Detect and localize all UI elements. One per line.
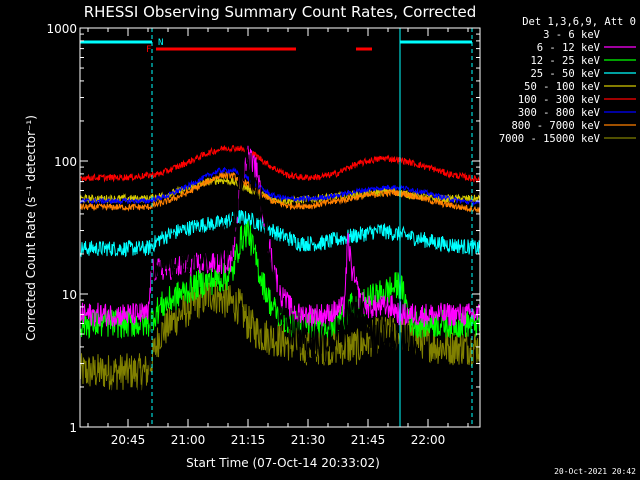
flag-bar-0-segment-0 xyxy=(80,40,152,44)
y-tick-label-0: 1 xyxy=(69,421,77,435)
legend-label-2: 12 - 25 keV xyxy=(530,55,600,67)
legend-label-3: 25 - 50 keV xyxy=(530,68,600,80)
y-axis-label: Corrected Count Rate (s⁻¹ detector⁻¹) xyxy=(24,115,38,341)
series-line-0 xyxy=(80,142,480,427)
x-tick-label-2: 21:15 xyxy=(231,433,266,447)
x-tick-label-5: 22:00 xyxy=(411,433,446,447)
y-tick-label-3: 1000 xyxy=(46,22,77,36)
generation-timestamp: 20-Oct-2021 20:42 xyxy=(554,467,636,476)
series-line-1 xyxy=(80,145,480,328)
legend-label-0: 3 - 6 keV xyxy=(543,29,601,41)
x-tick-label-4: 21:45 xyxy=(351,433,386,447)
flag-bar-1-segment-0 xyxy=(156,47,296,51)
legend-label-6: 300 - 800 keV xyxy=(518,107,601,119)
legend-label-5: 100 - 300 keV xyxy=(518,94,601,106)
chart-title: RHESSI Observing Summary Count Rates, Co… xyxy=(84,3,477,21)
x-tick-label-1: 21:00 xyxy=(171,433,206,447)
y-tick-label-2: 100 xyxy=(54,155,77,169)
flag-marker-n: N xyxy=(158,38,163,48)
legend-header: Det 1,3,6,9, Att 0 xyxy=(522,16,636,28)
series-line-8 xyxy=(80,280,480,391)
series-line-6 xyxy=(80,166,480,207)
legend-label-4: 50 - 100 keV xyxy=(524,81,601,93)
x-tick-label-3: 21:30 xyxy=(291,433,326,447)
x-axis-label: Start Time (07-Oct-14 20:33:02) xyxy=(186,456,380,470)
series-line-5 xyxy=(80,144,480,184)
legend-label-8: 7000 - 15000 keV xyxy=(499,133,601,145)
flag-bar-1-segment-1 xyxy=(356,47,372,51)
y-tick-label-1: 10 xyxy=(62,288,77,302)
flag-bar-0-segment-1 xyxy=(400,40,472,44)
x-tick-label-0: 20:45 xyxy=(111,433,146,447)
axis-layer: 1 10 100 1000 20:45 21:00 21:15 21:30 21:45 22:00 xyxy=(46,22,481,447)
legend-label-1: 6 - 12 keV xyxy=(537,42,601,54)
series-line-3 xyxy=(80,209,480,258)
flag-marker-f: F xyxy=(146,45,151,55)
legend-label-7: 800 - 7000 keV xyxy=(511,120,600,132)
plot-frame xyxy=(79,27,481,428)
series-layer xyxy=(80,142,480,427)
series-line-7 xyxy=(80,171,480,213)
